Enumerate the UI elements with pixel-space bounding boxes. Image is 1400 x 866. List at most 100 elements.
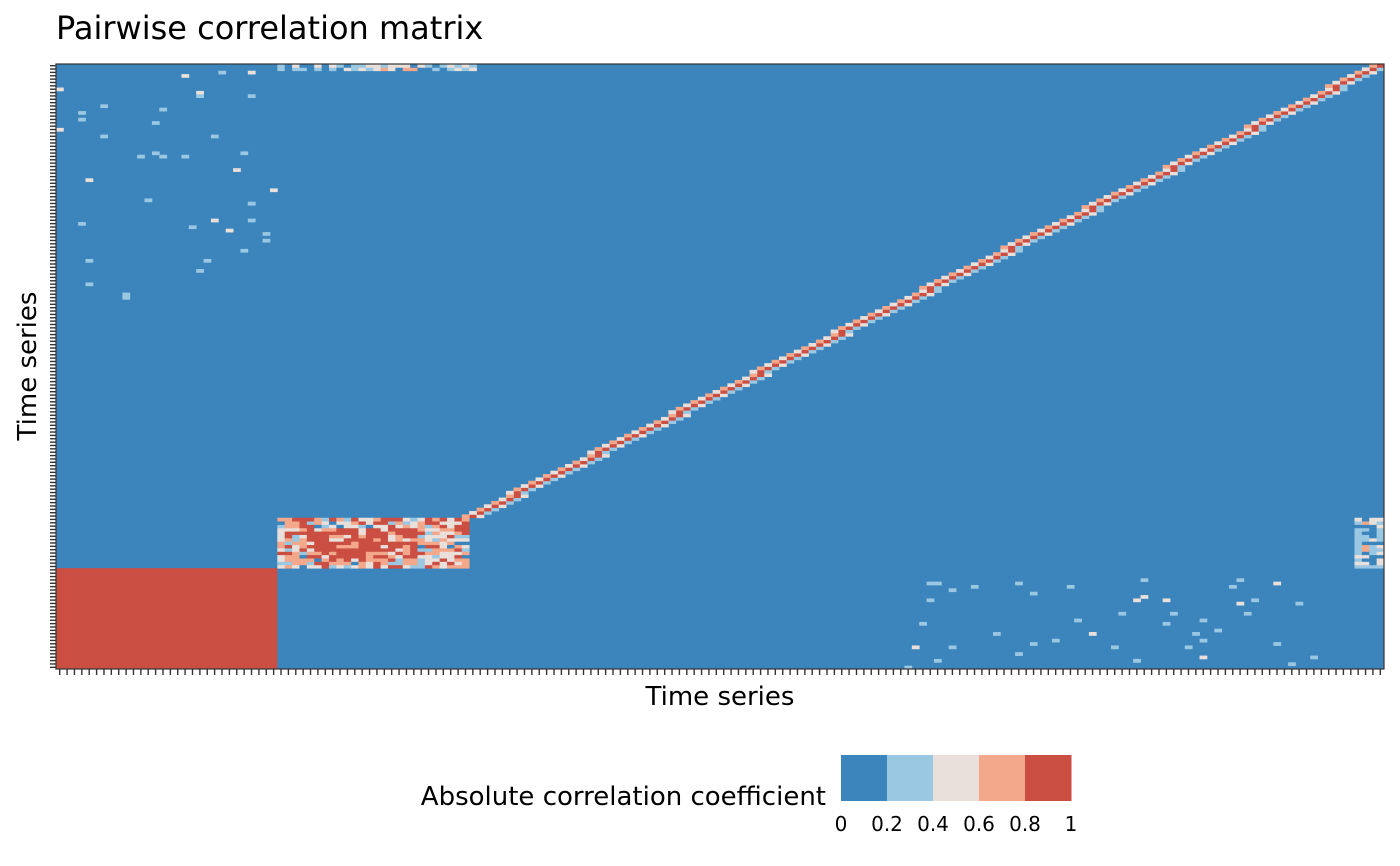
diagonal-cell: [1022, 238, 1031, 243]
heatmap-cell: [1376, 544, 1385, 549]
diagonal-cell: [771, 359, 780, 364]
heatmap-cell: [424, 558, 433, 562]
heatmap-cell: [395, 524, 404, 529]
diagonal-cell: [889, 302, 898, 307]
heatmap-cell: [314, 67, 322, 72]
diagonal-cell: [771, 363, 780, 367]
heatmap-cell: [358, 544, 367, 549]
heatmap-cell: [1236, 578, 1245, 583]
diagonal-cell: [1317, 97, 1326, 102]
heatmap-cell: [328, 537, 337, 542]
heatmap-cell: [277, 548, 286, 552]
diagonal-cell: [572, 463, 581, 468]
heatmap-cell: [424, 564, 433, 569]
heatmap-cell: [1369, 544, 1378, 549]
heatmap-cell: [395, 558, 404, 562]
diagonal-cell: [1192, 154, 1200, 159]
heatmap-cell: [373, 521, 382, 525]
heatmap-cell: [277, 561, 286, 566]
heatmap-cell: [395, 64, 404, 68]
diagonal-cell: [845, 326, 854, 330]
heatmap-cell: [1354, 531, 1363, 535]
heatmap-cell: [380, 544, 389, 549]
diagonal-cell: [1229, 137, 1237, 142]
heatmap-cell: [417, 558, 426, 562]
heatmap-cell: [328, 67, 337, 72]
heatmap-cell: [358, 67, 367, 72]
legend-title: Absolute correlation coefficient: [421, 782, 826, 812]
diagonal-cell: [594, 453, 603, 458]
heatmap-cell: [284, 534, 293, 539]
heatmap-cell: [328, 531, 337, 535]
heatmap-cell: [328, 551, 337, 556]
diagonal-cell: [749, 373, 758, 377]
heatmap-cell: [314, 541, 322, 546]
heatmap-cell: [1361, 548, 1370, 552]
heatmap-cell: [1361, 544, 1370, 549]
diagonal-cell: [1280, 114, 1289, 119]
heatmap-cell: [196, 269, 204, 273]
heatmap-cell: [373, 524, 382, 529]
diagonal-cell: [764, 366, 773, 371]
heatmap-cell: [432, 534, 441, 539]
diagonal-cell: [756, 366, 765, 371]
heatmap-cell: [373, 517, 382, 522]
diagonal-cell: [1037, 228, 1046, 233]
heatmap-cell: [159, 154, 168, 159]
heatmap-cell: [277, 554, 286, 559]
diagonal-cell: [904, 302, 913, 307]
heatmap-cell: [1369, 558, 1378, 562]
diagonal-cell: [1184, 158, 1193, 162]
diagonal-cell: [557, 467, 566, 472]
diagonal-cell: [616, 443, 625, 448]
diagonal-cell: [1258, 121, 1267, 125]
heatmap-cell: [388, 531, 396, 535]
heatmap-cell: [306, 524, 315, 529]
diagonal-cell: [1015, 245, 1023, 250]
diagonal-cell: [520, 490, 529, 495]
heatmap-cell: [373, 544, 382, 549]
legend-tick-label: 0.8: [1009, 812, 1041, 836]
diagonal-cell: [1140, 181, 1149, 186]
heatmap-cell: [373, 534, 382, 539]
diagonal-cell: [1295, 104, 1304, 109]
heatmap-cell: [306, 554, 315, 559]
diagonal-cell: [1044, 232, 1053, 236]
heatmap-cell: [410, 561, 418, 566]
heatmap-cell: [299, 537, 308, 542]
heatmap-cell: [447, 561, 455, 566]
heatmap-cell: [306, 67, 315, 72]
heatmap-cell: [395, 517, 404, 522]
diagonal-cell: [1192, 158, 1200, 162]
diagonal-cell: [506, 494, 514, 498]
heatmap-cell: [1354, 541, 1363, 546]
diagonal-cell: [845, 329, 854, 334]
heatmap-cell: [395, 551, 404, 556]
heatmap-cell: [336, 537, 345, 542]
diagonal-cell: [1170, 161, 1178, 166]
diagonal-cell: [1066, 218, 1075, 223]
diagonal-cell: [860, 322, 868, 327]
heatmap-cell: [343, 551, 352, 556]
diagonal-cell: [1243, 134, 1252, 139]
heatmap-cell: [306, 521, 315, 525]
heatmap-cell: [365, 67, 374, 72]
heatmap-cell: [402, 548, 411, 552]
diagonal-cell: [1339, 80, 1348, 85]
diagonal-cell: [823, 339, 832, 344]
diagonal-cell: [919, 292, 927, 297]
diagonal-cell: [1229, 134, 1237, 139]
heatmap-cell: [292, 561, 300, 566]
diagonal-cell: [1177, 158, 1186, 162]
heatmap-cell: [380, 564, 389, 569]
heatmap-cell: [926, 598, 935, 603]
diagonal-cell: [1044, 228, 1053, 233]
heatmap-cell: [358, 534, 367, 539]
diagonal-cell: [631, 433, 640, 438]
diagonal-cell: [1147, 178, 1156, 183]
heatmap-cell: [292, 544, 300, 549]
diagonal-cell: [491, 500, 500, 505]
heatmap-cell: [1361, 561, 1370, 566]
legend-tick-label: 0.6: [963, 812, 995, 836]
